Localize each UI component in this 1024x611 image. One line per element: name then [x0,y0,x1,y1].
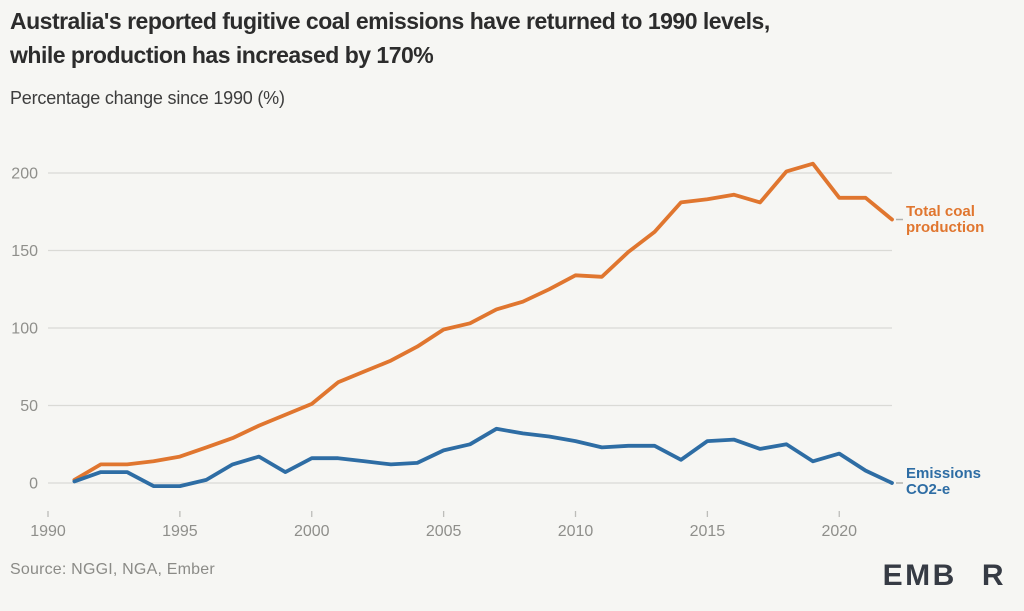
x-axis-label-2010: 2010 [558,523,594,540]
ember-logo: EMB R [883,559,1006,593]
ember-logo-text-emb: EMB [882,559,957,592]
x-axis-label-2005: 2005 [426,523,462,540]
chart-canvas: 0 50 100 150 200 1990 1995 2000 2005 2010 2015 2020 [11,161,903,540]
x-axis-label-2015: 2015 [690,523,726,540]
series-line-emissions-co2-e [72,426,894,489]
y-axis-label-100: 100 [11,321,38,338]
series-label-total-coal-production: Total coal production [906,203,985,236]
series-line-total-coal-production [72,161,894,482]
series-label-emissions-co2e: Emissions CO2-e [906,465,982,498]
x-axis-label-1995: 1995 [162,523,198,540]
x-axis-label-2020: 2020 [821,523,857,540]
chart-title: Australia's reported fugitive coal emiss… [10,8,770,68]
x-axis-label-1990: 1990 [30,523,66,540]
y-axis-label-200: 200 [11,166,38,183]
ember-logo-text-r: R [981,559,1006,592]
y-axis-label-0: 0 [29,476,38,493]
y-axis-label-50: 50 [20,398,38,415]
ember-logo-green-e-icon [959,565,978,587]
source-text: Source: NGGI, NGA, Ember [10,561,215,578]
chart-area: 0 50 100 150 200 1990 1995 2000 2005 2010 2015 2020 [0,140,1024,545]
chart-subtitle: Percentage change since 1990 (%) [10,88,285,108]
y-axis-label-150: 150 [11,243,38,260]
x-axis-label-2000: 2000 [294,523,330,540]
